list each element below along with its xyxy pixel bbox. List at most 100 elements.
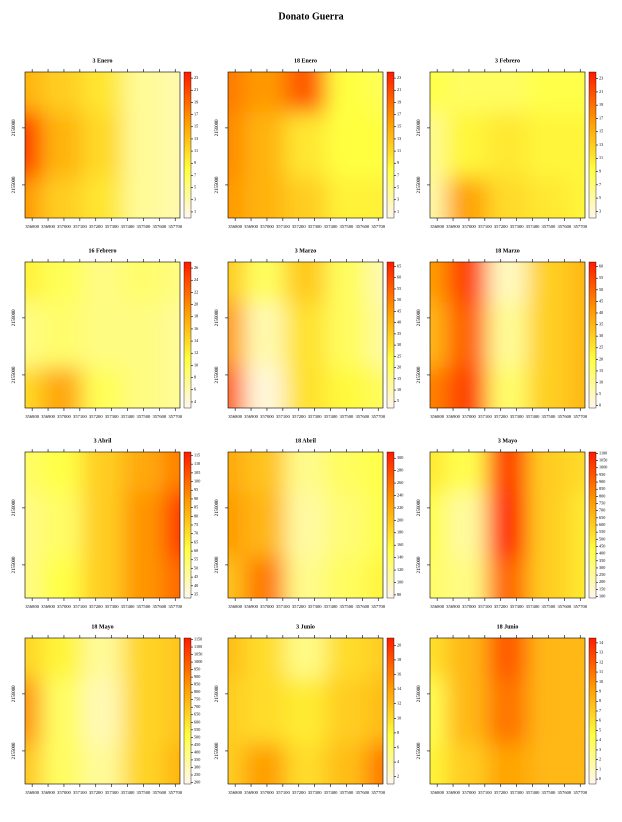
- heat-cell: [244, 452, 286, 493]
- heat-cell: [285, 743, 327, 784]
- colorbar-tick-label: 60: [599, 264, 603, 269]
- x-tick-label: 357400: [324, 224, 338, 229]
- heat-cell: [487, 743, 529, 784]
- panel: 16 Febrero 356800 356900 357000 357100 357200…: [12, 248, 199, 419]
- heat-cell: [367, 492, 383, 559]
- colorbar-tick-label: 6: [194, 387, 196, 392]
- heat-cell: [228, 112, 245, 179]
- heat-cell: [569, 638, 585, 679]
- heat-cell: [228, 743, 245, 784]
- heat-cell: [528, 177, 570, 218]
- heat-cell: [82, 302, 124, 369]
- colorbar-tick-label: 9: [397, 160, 399, 165]
- colorbar-tick-label: 9: [599, 169, 601, 174]
- colorbar: [183, 71, 192, 219]
- x-tick-label: 356900: [244, 790, 258, 795]
- colorbar-tick-label: 1: [194, 209, 196, 214]
- heat-cell: [430, 557, 447, 598]
- heat-cell: [326, 262, 368, 303]
- colorbar: [386, 71, 395, 219]
- heat-cell: [244, 177, 286, 218]
- colorbar-tick-label: 22: [194, 289, 198, 294]
- colorbar-tick-label: 1100: [599, 450, 607, 455]
- colorbar-tick-label: 30: [397, 342, 401, 347]
- heat-cell: [528, 492, 570, 559]
- colorbar-tick-label: 45: [397, 308, 401, 313]
- x-tick-label: 357600: [355, 224, 369, 229]
- x-tick-label: 357600: [152, 224, 166, 229]
- colorbar-tick-label: 21: [397, 87, 401, 92]
- heat-cell: [25, 743, 42, 784]
- x-tick-label: 357000: [260, 224, 274, 229]
- colorbar-tick-label: 4: [599, 737, 602, 742]
- y-tick-label: 2155000: [417, 556, 422, 573]
- colorbar-tick-label: 10: [397, 387, 401, 392]
- heatmap: [228, 638, 383, 784]
- colorbar-tick-label: 3: [599, 208, 601, 213]
- x-tick-label: 356800: [430, 790, 444, 795]
- heatmap-surface: [25, 72, 180, 218]
- heat-cell: [244, 302, 286, 369]
- x-tick-label: 357400: [121, 414, 135, 419]
- heat-cell: [25, 638, 42, 679]
- colorbar-tick-label: 11: [599, 155, 603, 160]
- x-tick-label: 357600: [355, 604, 369, 609]
- heat-cell: [244, 492, 286, 559]
- colorbar-tick-label: 5: [397, 185, 399, 190]
- x-tick-label: 356900: [41, 414, 55, 419]
- colorbar-tick-label: 6: [397, 744, 399, 749]
- heat-cell: [569, 557, 585, 598]
- heat-cell: [430, 492, 447, 559]
- y-tick-label: 2155000: [12, 176, 17, 193]
- heat-cell: [41, 492, 83, 559]
- heatmap-surface: [228, 72, 383, 218]
- colorbar-tick-label: 110: [194, 461, 200, 466]
- heat-cell: [244, 557, 286, 598]
- x-tick-label: 357300: [308, 604, 322, 609]
- colorbar: [183, 451, 192, 599]
- heatmap-surface: [430, 72, 585, 218]
- panel-title: 3 Abril: [94, 438, 112, 444]
- heat-cell: [285, 72, 327, 113]
- x-tick-label: 357100: [478, 790, 492, 795]
- colorbar-tick-label: 450: [599, 543, 605, 548]
- colorbar-tick-label: 50: [599, 287, 603, 292]
- heat-cell: [82, 492, 124, 559]
- colorbar-tick-label: 1: [599, 766, 601, 771]
- heat-cell: [487, 302, 529, 369]
- colorbar-tick-label: 13: [194, 136, 198, 141]
- colorbar-tick-label: 10: [599, 379, 603, 384]
- colorbar-tick-label: 65: [194, 539, 198, 544]
- heat-cell: [487, 177, 529, 218]
- heat-cell: [326, 112, 368, 179]
- colorbar-tick-label: 6: [599, 718, 601, 723]
- colorbar-tick-label: 26: [194, 265, 198, 270]
- plot-frame: [429, 71, 586, 219]
- x-tick-label: 356900: [446, 790, 460, 795]
- y-tick-label: 2156000: [12, 685, 17, 702]
- colorbar-tick-label: 7: [599, 708, 601, 713]
- heat-cell: [430, 177, 447, 218]
- x-tick-label: 357700: [371, 604, 385, 609]
- heatmap-surface: [228, 452, 383, 598]
- heat-cell: [569, 678, 585, 745]
- x-tick-label: 357000: [462, 604, 476, 609]
- heat-cell: [123, 367, 165, 408]
- colorbar-tick-label: 600: [599, 522, 605, 527]
- colorbar-tick-label: 55: [599, 275, 603, 280]
- x-tick-label: 357000: [462, 414, 476, 419]
- x-tick-label: 357400: [324, 414, 338, 419]
- y-tick-label: 2155000: [417, 366, 422, 383]
- colorbar-tick-label: 5: [599, 391, 601, 396]
- colorbar: [183, 261, 192, 409]
- x-tick-label: 357200: [89, 604, 103, 609]
- colorbar: [386, 637, 395, 785]
- x-tick-label: 356800: [25, 224, 39, 229]
- heat-cell: [367, 177, 383, 218]
- colorbar-tick-label: 200: [397, 517, 403, 522]
- heat-cell: [285, 452, 327, 493]
- x-tick-label: 356900: [244, 604, 258, 609]
- colorbar-tick-label: 65: [397, 263, 401, 268]
- panel-title: 3 Junio: [296, 624, 315, 630]
